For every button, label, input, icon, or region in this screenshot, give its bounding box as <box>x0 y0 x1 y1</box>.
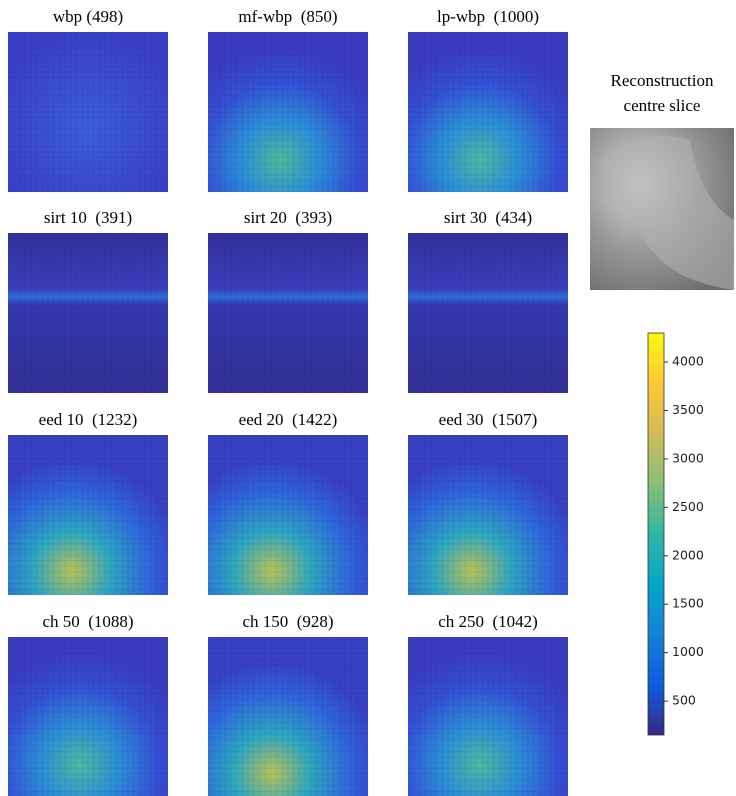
panel-title: eed 30 (1507) <box>439 410 538 429</box>
heatmap-image <box>208 32 368 192</box>
colorbar-tick-label: 1000 <box>672 644 704 659</box>
colorbar-tick-label: 3000 <box>672 450 704 465</box>
heatmap-image <box>8 435 168 595</box>
panel-title: sirt 20 (393) <box>244 208 332 227</box>
panel-title: lp-wbp (1000) <box>437 7 539 26</box>
panel-title: eed 20 (1422) <box>239 410 338 429</box>
colorbar-tick-label: 2500 <box>672 499 704 514</box>
reconstruction-feature <box>600 135 734 290</box>
panel-title: mf-wbp (850) <box>238 7 337 26</box>
panel-title: eed 10 (1232) <box>39 410 138 429</box>
heatmap-image <box>208 637 368 796</box>
heatmap-image <box>8 32 168 192</box>
colorbar-tick-label: 3500 <box>672 402 704 417</box>
inset-title: centre slice <box>624 96 701 115</box>
panel-title: sirt 30 (434) <box>444 208 532 227</box>
panel-title: ch 150 (928) <box>242 612 333 631</box>
heatmap-image <box>408 233 568 393</box>
heatmap-image <box>408 637 568 796</box>
colorbar-tick-label: 500 <box>672 693 696 708</box>
panel-title: sirt 10 (391) <box>44 208 132 227</box>
heatmap-image <box>408 435 568 595</box>
heatmap-image <box>8 637 168 796</box>
panel-title: wbp (498) <box>53 7 123 26</box>
heatmap-image <box>408 32 568 192</box>
panel-title: ch 50 (1088) <box>42 612 133 631</box>
colorbar-tick-label: 4000 <box>672 354 704 369</box>
inset-title: Reconstruction <box>611 71 714 90</box>
heatmap-image <box>8 233 168 393</box>
colorbar-tick-label: 2000 <box>672 547 704 562</box>
panel-title: ch 250 (1042) <box>438 612 538 631</box>
heatmap-image <box>208 435 368 595</box>
colorbar-tick-label: 1500 <box>672 596 704 611</box>
colorbar <box>647 332 665 736</box>
heatmap-image <box>208 233 368 393</box>
